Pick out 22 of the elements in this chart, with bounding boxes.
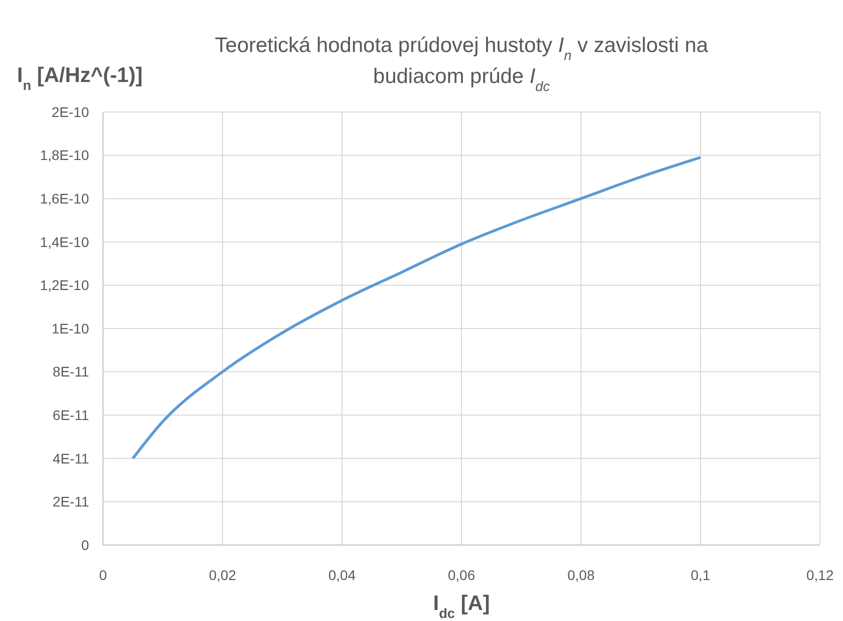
x-tick-label: 0,04 bbox=[328, 567, 356, 583]
y-tick-label: 2E-10 bbox=[52, 104, 90, 120]
x-tick-label: 0 bbox=[99, 567, 108, 583]
line-series bbox=[132, 156, 702, 460]
x-tick-label: 0,1 bbox=[690, 567, 710, 583]
y-tick-label: 1E-10 bbox=[52, 320, 90, 336]
y-tick-label: 0 bbox=[81, 536, 90, 553]
y-tick-label: 1,8E-10 bbox=[40, 147, 90, 164]
y-tick-label: 8E-11 bbox=[52, 364, 90, 380]
y-axis-title: I$_{n}$ [A/Hz^(-1)] bbox=[17, 64, 143, 92]
x-axis-title: I$_{dc}$ [A] bbox=[433, 592, 490, 620]
chart-title: Teoretická hodnota prúdovej hustoty I$_{n}$ v zavislosti na budiacom prúde I$_{dc}$ bbox=[214, 34, 708, 94]
x-tick-label: 0,08 bbox=[567, 567, 595, 583]
x-tick-label: 0,06 bbox=[448, 567, 476, 583]
y-tick-label: 1,6E-10 bbox=[40, 190, 90, 206]
y-tick-label: 1,2E-10 bbox=[40, 277, 90, 294]
x-tick-label: 0,02 bbox=[208, 567, 236, 583]
y-tick-label: 4E-11 bbox=[52, 450, 90, 466]
x-tick-label: 0,12 bbox=[806, 567, 834, 583]
y-tick-label: 2E-11 bbox=[52, 494, 90, 510]
y-tick-label: 6E-11 bbox=[52, 407, 90, 423]
y-tick-label: 1,4E-10 bbox=[40, 234, 90, 250]
